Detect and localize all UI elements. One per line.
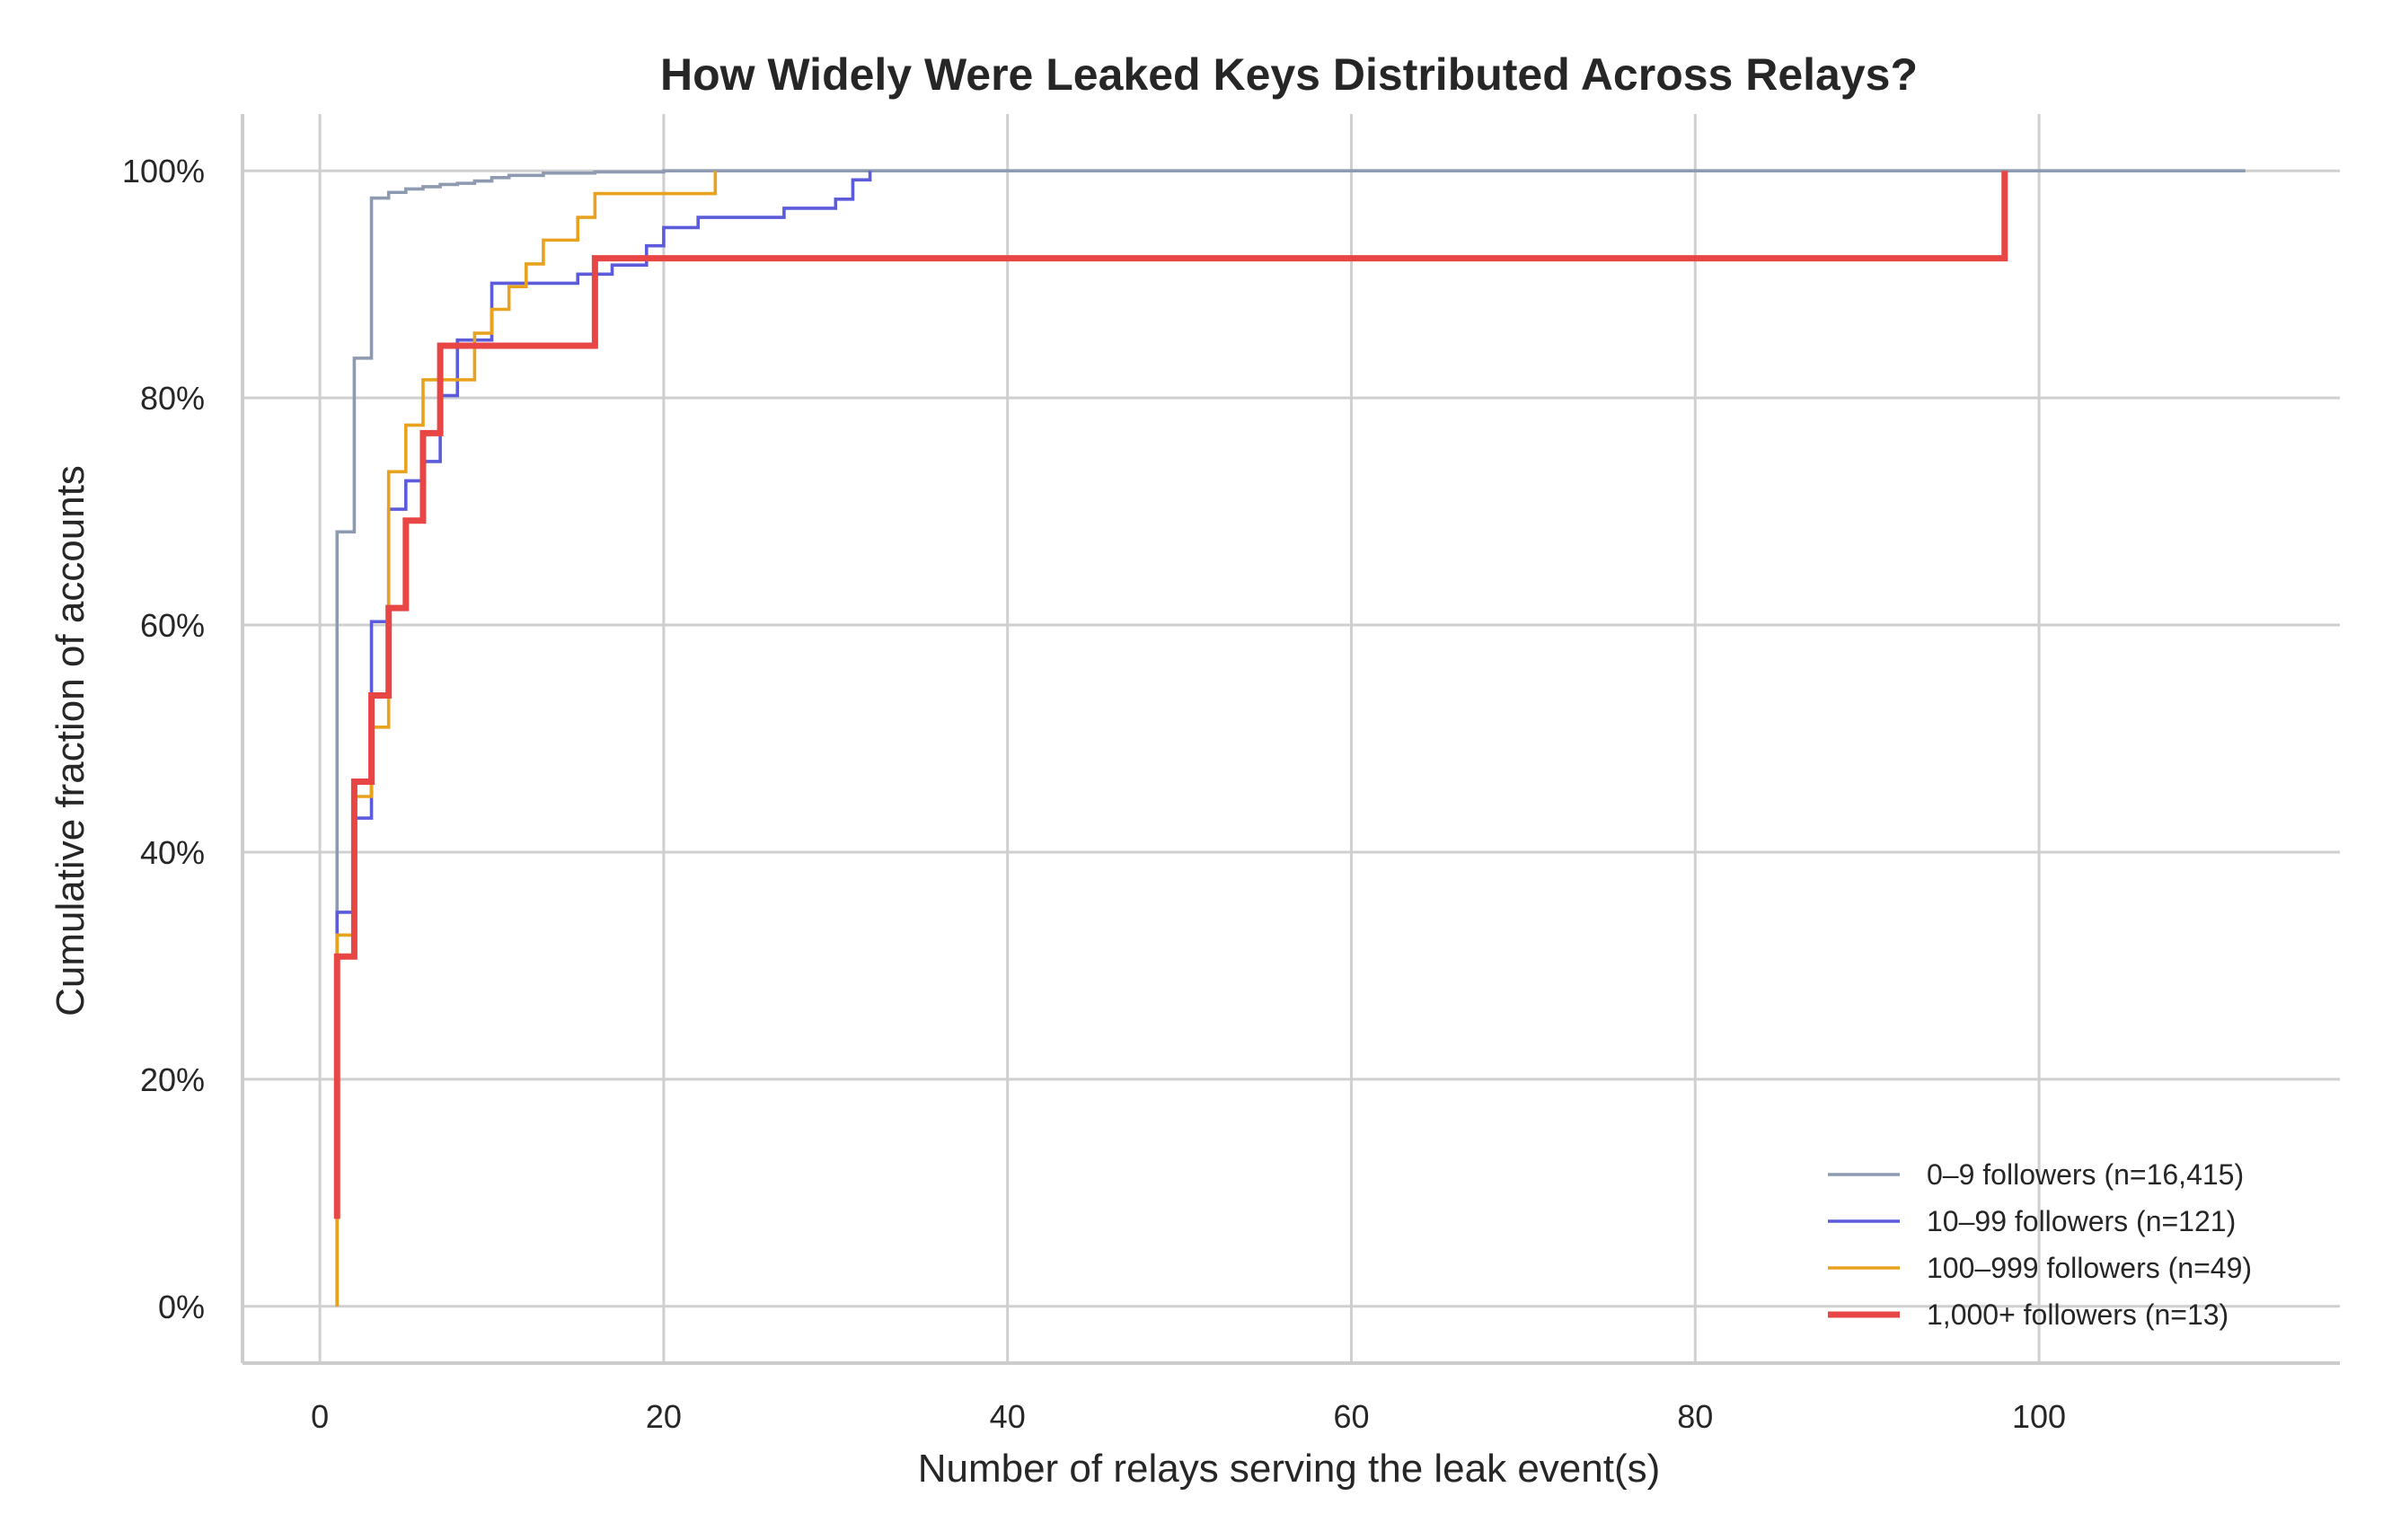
- spines: [241, 114, 2340, 1365]
- y-tick-label: 0%: [158, 1289, 205, 1325]
- x-axis-label: Number of relays serving the leak event(…: [918, 1447, 1661, 1491]
- y-tick-label: 40%: [140, 834, 205, 871]
- x-tick-label: 60: [1333, 1398, 1369, 1435]
- chart-title: How Widely Were Leaked Keys Distributed …: [660, 49, 1918, 100]
- series-line-0: [335, 169, 2246, 1307]
- x-tick-labels: 0 20 40 60 80 100: [311, 1398, 2066, 1435]
- legend-label-0: 0–9 followers (n=16,415): [1927, 1158, 2244, 1191]
- y-axis-label: Cumulative fraction of accounts: [49, 465, 93, 1016]
- series-line-2: [335, 171, 718, 1307]
- x-tick-label: 20: [646, 1398, 682, 1435]
- series-line-3: [333, 171, 2008, 1219]
- legend-label-3: 1,000+ followers (n=13): [1927, 1298, 2229, 1331]
- y-tick-label: 80%: [140, 380, 205, 417]
- y-tick-label: 20%: [140, 1061, 205, 1098]
- x-tick-label: 40: [990, 1398, 1026, 1435]
- y-tick-label: 60%: [140, 607, 205, 644]
- series-layer: [333, 169, 2246, 1307]
- x-tick-label: 100: [2012, 1398, 2066, 1435]
- grid-layer: [243, 114, 2340, 1363]
- x-tick-label: 0: [311, 1398, 329, 1435]
- series-line-1: [335, 171, 872, 1307]
- y-tick-label: 100%: [122, 153, 205, 189]
- y-tick-labels: 0% 20% 40% 60% 80% 100%: [122, 153, 205, 1325]
- legend-label-2: 100–999 followers (n=49): [1927, 1252, 2252, 1284]
- x-tick-label: 80: [1677, 1398, 1713, 1435]
- legend: 0–9 followers (n=16,415) 10–99 followers …: [1828, 1158, 2252, 1331]
- legend-label-1: 10–99 followers (n=121): [1927, 1205, 2236, 1237]
